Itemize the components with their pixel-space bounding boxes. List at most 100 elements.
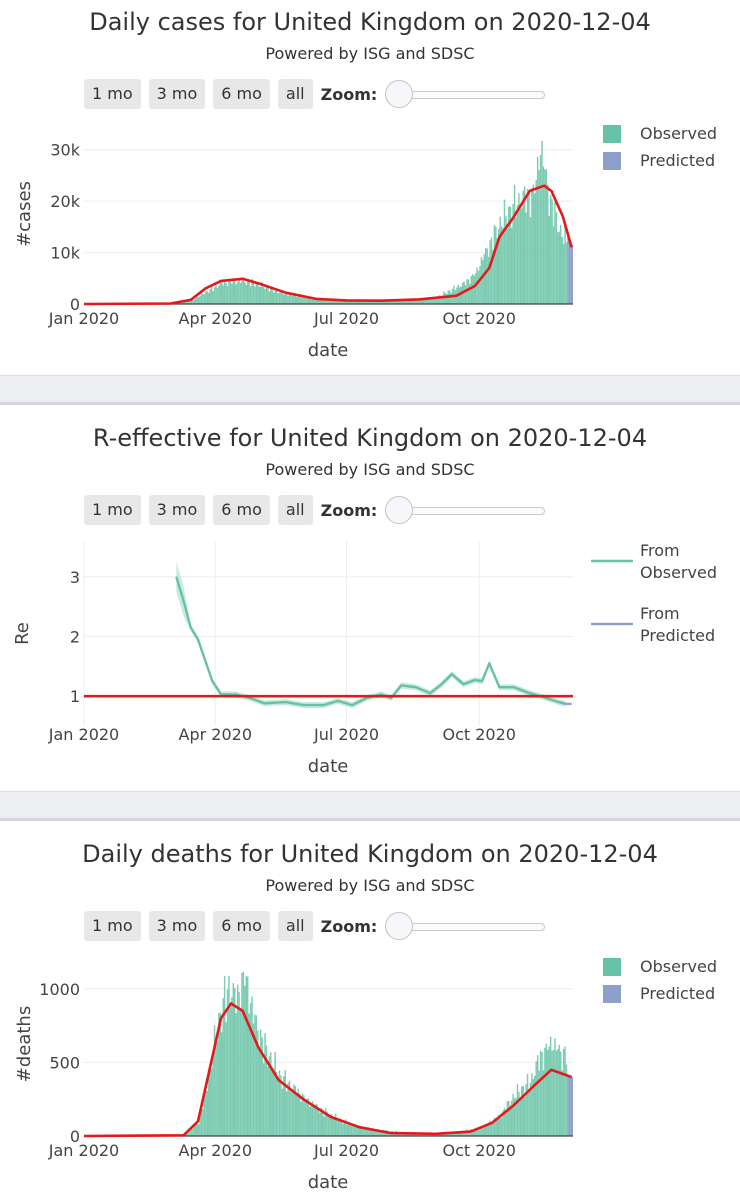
chart-subtitle: Powered by ISG and SDSC [265, 460, 475, 479]
observed-bar [440, 295, 442, 304]
observed-bar [446, 294, 448, 304]
zoom-slider[interactable] [385, 495, 546, 525]
observed-bar [234, 987, 236, 1136]
observed-bar [215, 285, 217, 304]
observed-bar [448, 290, 451, 304]
observed-bar [255, 283, 258, 304]
range-3mo-button[interactable]: 3 mo [148, 911, 206, 941]
observed-bar [192, 1128, 194, 1136]
observed-bar [528, 1090, 530, 1136]
observed-bar [391, 1131, 393, 1136]
observed-bar [531, 1073, 533, 1136]
observed-bar [534, 193, 536, 304]
observed-bar [358, 300, 360, 304]
observed-bar [363, 300, 366, 304]
range-1mo-button[interactable]: 1 mo [84, 495, 141, 525]
observed-bar [238, 279, 240, 304]
legend-label: Predicted [640, 984, 715, 1003]
zoom-slider-track[interactable] [399, 923, 546, 931]
observed-bar [356, 301, 359, 304]
observed-bar [291, 295, 294, 304]
observed-bar [515, 217, 517, 304]
observed-bar [242, 971, 245, 1136]
range-all-button[interactable]: all [277, 911, 313, 941]
observed-bar [528, 191, 530, 304]
observed-bar [216, 288, 219, 304]
observed-bar [334, 1113, 337, 1136]
observed-bar [218, 1012, 220, 1136]
observed-bar [401, 1132, 403, 1136]
observed-bar [467, 279, 470, 304]
y-tick-label: 1 [70, 687, 80, 706]
observed-bar [480, 257, 483, 304]
x-tick-label: Jul 2020 [313, 309, 379, 328]
range-1mo-button[interactable]: 1 mo [84, 79, 141, 109]
observed-bar [229, 1007, 232, 1136]
zoom-slider[interactable] [385, 911, 546, 941]
zoom-slider-handle[interactable] [385, 496, 414, 524]
observed-bar [366, 301, 369, 304]
observed-bar [326, 299, 328, 304]
y-tick-label: 10k [50, 244, 80, 263]
observed-bar [319, 1112, 321, 1136]
observed-bar [311, 297, 314, 304]
observed-bar [313, 298, 315, 304]
range-6mo-button[interactable]: 6 mo [213, 911, 270, 941]
observed-bar [223, 976, 226, 1136]
observed-bar [385, 300, 387, 304]
observed-bar [265, 286, 268, 304]
zoom-slider-handle[interactable] [385, 80, 414, 108]
observed-bar [258, 1046, 260, 1136]
observed-bar [212, 291, 214, 304]
observed-bar [200, 1108, 203, 1136]
observed-bar [529, 217, 532, 304]
observed-bar [518, 193, 520, 304]
observed-bar [516, 204, 519, 304]
zoom-slider-track[interactable] [399, 507, 546, 515]
range-selector: 1 mo 3 mo 6 mo all Zoom: [84, 910, 546, 942]
range-6mo-button[interactable]: 6 mo [213, 79, 270, 109]
observed-bar [248, 1013, 250, 1136]
observed-bar [332, 298, 334, 304]
observed-bar [519, 1097, 522, 1136]
observed-bar [493, 224, 496, 304]
observed-bar [460, 1131, 462, 1136]
zoom-slider-track[interactable] [399, 91, 546, 99]
range-3mo-button[interactable]: 3 mo [148, 495, 206, 525]
observed-bar [330, 299, 333, 304]
observed-bar [420, 1133, 422, 1136]
observed-bar [375, 301, 377, 304]
observed-bar [334, 299, 337, 304]
observed-bar [506, 1101, 509, 1136]
observed-bar [270, 288, 272, 304]
observed-bar [353, 1124, 356, 1136]
observed-bar [307, 297, 310, 304]
observed-bar [444, 1133, 447, 1136]
range-all-button[interactable]: all [277, 495, 313, 525]
observed-bar [366, 1127, 369, 1136]
observed-bar [386, 1130, 389, 1136]
observed-bar [332, 1117, 334, 1136]
observed-bar [369, 300, 372, 304]
observed-bar [206, 1090, 209, 1136]
zoom-slider-handle[interactable] [385, 912, 414, 940]
observed-bar [536, 1055, 539, 1136]
observed-bar [412, 299, 415, 304]
observed-bar [199, 1114, 201, 1136]
range-6mo-button[interactable]: 6 mo [213, 495, 270, 525]
observed-bar [209, 289, 211, 304]
observed-bar [254, 286, 256, 304]
observed-bar [469, 1130, 471, 1136]
observed-bar [275, 1071, 278, 1136]
y-tick-label: 20k [50, 192, 80, 211]
range-all-button[interactable]: all [277, 79, 313, 109]
observed-bar [187, 1132, 190, 1136]
legend-label: Observed [640, 124, 717, 143]
observed-bar [236, 984, 239, 1136]
observed-bar [523, 186, 526, 304]
range-1mo-button[interactable]: 1 mo [84, 911, 141, 941]
observed-bar [412, 1133, 415, 1136]
observed-bar [557, 232, 559, 304]
zoom-slider[interactable] [385, 79, 546, 109]
range-3mo-button[interactable]: 3 mo [148, 79, 206, 109]
